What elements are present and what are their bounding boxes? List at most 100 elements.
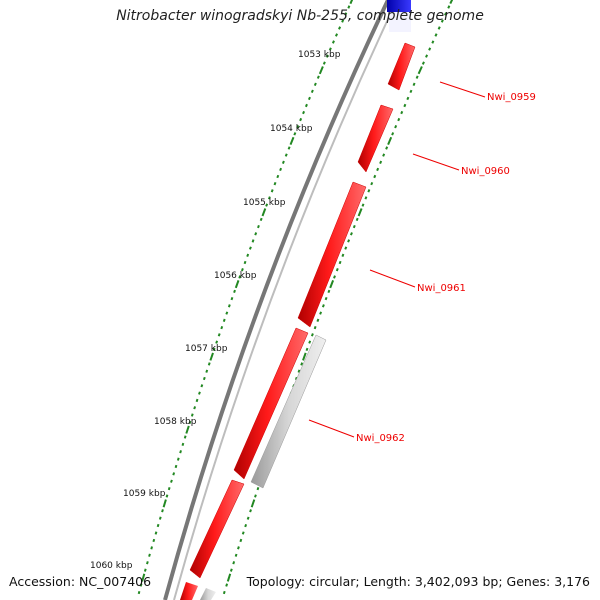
scale-labels: 1053 kbp 1054 kbp 1055 kbp 1056 kbp 1057… (90, 50, 341, 571)
major-tick (318, 66, 324, 75)
summary-text: Topology: circular; Length: 3,402,093 bp… (246, 574, 590, 589)
minor-tick (254, 494, 257, 498)
minor-tick (331, 40, 335, 44)
minor-tick (150, 546, 153, 550)
minor-tick (382, 153, 386, 157)
minor-tick (225, 583, 229, 587)
minor-tick (244, 523, 248, 528)
minor-tick (205, 369, 209, 373)
major-tick (302, 352, 307, 361)
minor-tick (307, 96, 311, 101)
minor-tick (200, 384, 204, 388)
minor-tick (233, 289, 236, 294)
minor-tick (256, 486, 260, 491)
minor-tick (238, 275, 242, 279)
minor-tick (415, 75, 419, 79)
major-tick (162, 499, 167, 508)
minor-tick (148, 553, 151, 557)
minor-tick (156, 523, 160, 528)
minor-tick (296, 125, 300, 129)
minor-tick (293, 132, 297, 136)
accession-text: Accession: NC_007406 (9, 574, 152, 589)
minor-tick (165, 494, 169, 498)
minor-tick (202, 376, 206, 381)
minor-tick (338, 260, 342, 265)
gene-nwi-0961 (297, 181, 367, 328)
minor-tick (313, 82, 317, 86)
kbp-label: 1057 kbp (185, 344, 228, 354)
minor-tick (394, 125, 398, 129)
minor-tick (373, 174, 377, 179)
minor-tick (444, 12, 448, 16)
minor-tick (308, 340, 312, 344)
minor-tick (154, 531, 158, 535)
minor-tick (333, 275, 336, 279)
minor-tick (181, 442, 185, 446)
minor-tick (355, 217, 359, 222)
minor-tick (158, 516, 162, 520)
minor-tick (207, 362, 211, 366)
leader-line (439, 81, 486, 98)
minor-tick (310, 89, 314, 93)
minor-tick (279, 167, 283, 172)
minor-tick (425, 54, 429, 58)
minor-tick (347, 239, 351, 243)
major-tick (329, 280, 335, 289)
minor-tick (195, 398, 199, 403)
minor-tick (246, 253, 250, 257)
minor-tick (400, 110, 404, 115)
minor-tick (281, 160, 285, 164)
minor-tick (254, 232, 258, 236)
minor-tick (344, 12, 348, 16)
minor-tick (176, 457, 180, 461)
minor-tick (139, 583, 143, 587)
minor-tick (217, 333, 221, 337)
minor-tick (397, 117, 401, 122)
minor-tick (299, 117, 303, 122)
gene-label-group: Nwi_0959 Nwi_0960 Nwi_0961 Nwi_0962 (308, 81, 536, 444)
gene-nwi-0962 (250, 334, 327, 489)
minor-tick (146, 561, 149, 565)
minor-tick (409, 89, 413, 94)
gene-nwi-0962-forward (233, 327, 309, 480)
minor-tick (240, 268, 244, 272)
minor-tick (310, 333, 314, 337)
minor-tick (229, 568, 233, 572)
major-tick (387, 136, 393, 145)
gene-blue (387, 0, 411, 12)
minor-tick (447, 5, 451, 9)
minor-tick (364, 196, 368, 200)
minor-tick (215, 340, 219, 344)
minor-tick (222, 318, 226, 323)
minor-tick (321, 304, 325, 308)
minor-tick (403, 103, 407, 108)
minor-tick (190, 413, 194, 417)
minor-tick (327, 289, 331, 294)
minor-tick (227, 304, 231, 308)
minor-tick (243, 260, 247, 265)
minor-tick (341, 253, 345, 257)
minor-tick (431, 40, 435, 44)
minor-tick (379, 160, 383, 164)
minor-tick (376, 167, 380, 172)
minor-tick (248, 246, 252, 250)
minor-tick (294, 376, 298, 381)
minor-tick (143, 568, 147, 572)
backbone-outer (163, 0, 390, 600)
minor-tick (251, 239, 255, 243)
major-tick (141, 573, 146, 582)
kbp-label: 1056 kbp (214, 271, 257, 281)
minor-tick (225, 311, 229, 315)
minor-tick (412, 82, 416, 86)
gene-nwi-0960 (357, 104, 394, 173)
kbp-label: 1058 kbp (154, 417, 197, 427)
minor-tick (385, 146, 389, 150)
gene-label-nwi-0959: Nwi_0959 (487, 92, 536, 103)
leader-line (412, 153, 460, 171)
gene-label-nwi-0962: Nwi_0962 (356, 433, 405, 444)
minor-tick (212, 347, 216, 352)
gene-label-nwi-0961: Nwi_0961 (417, 283, 466, 294)
kbp-label: 1059 kbp (123, 489, 166, 499)
major-tick (250, 499, 256, 508)
